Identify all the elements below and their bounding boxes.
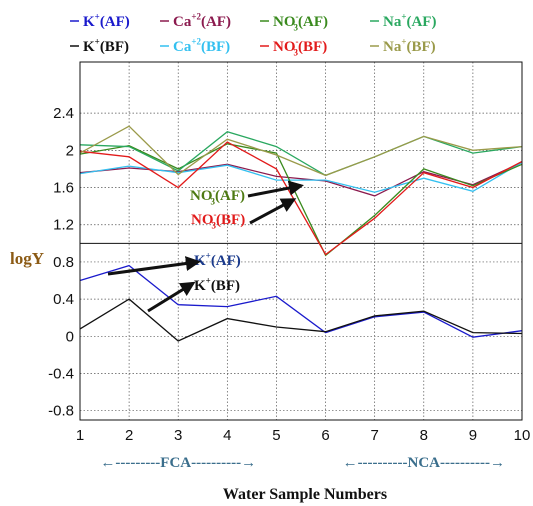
annotation-label-0: NO-3(AF): [190, 186, 245, 207]
annotation-label-1: NO-3(BF): [191, 210, 245, 231]
annotation-label-3: K+(BF): [194, 276, 240, 294]
x-tick-label-0: 1: [76, 427, 84, 444]
series-line-5: [79, 141, 523, 256]
y-tick-label-5: 0.4: [53, 291, 74, 308]
x-tick-label-4: 5: [272, 427, 280, 444]
legend-label-2: Ca+2(AF): [173, 12, 231, 30]
annotation-arrow-0: [247, 180, 304, 198]
x-tick-label-9: 10: [514, 427, 531, 444]
x-tick-label-7: 8: [420, 427, 428, 444]
series-lines: [79, 125, 523, 342]
x-tick-label-8: 9: [469, 427, 477, 444]
grid: [80, 62, 522, 420]
plot-area: [79, 61, 523, 421]
annotation-arrow-2: [107, 256, 201, 276]
y-tick-label-8: -0.8: [48, 403, 74, 420]
legend-label-7: Na+(BF): [383, 37, 436, 55]
x-tick-label-1: 2: [125, 427, 133, 444]
y-tick-label-0: 2.4: [53, 105, 74, 122]
y-tick-label-7: -0.4: [48, 366, 74, 383]
annotation-label-2: K+(AF): [194, 251, 241, 269]
legend-label-6: Na+(AF): [383, 12, 436, 30]
legend: K+(AF) Ca+2(AF) NO-3(AF) Na+(AF) K+(BF) Ca+2(…: [70, 12, 436, 58]
y-tick-label-1: 2: [66, 142, 74, 159]
legend-label-5: NO-3(BF): [273, 37, 327, 58]
x-axis-ticks: 1 2 3 4 5 6 7 8 9 10: [76, 427, 531, 444]
legend-label-3: Ca+2(BF): [173, 37, 230, 55]
series-line-4: [79, 143, 523, 257]
series-line-3: [79, 161, 523, 193]
series-line-1: [79, 298, 523, 342]
series-line-7: [79, 125, 523, 177]
annotation-arrow-3: [147, 281, 196, 313]
region-label-0: ←---------FCA----------→: [100, 455, 256, 471]
x-tick-label-5: 6: [321, 427, 329, 444]
x-tick-label-6: 7: [370, 427, 378, 444]
x-axis-label: Water Sample Numbers: [223, 486, 387, 503]
legend-label-1: K+(BF): [83, 37, 129, 55]
y-tick-label-6: 0: [66, 328, 74, 345]
y-axis-ticks: 2.4 2 1.6 1.2 0.8 0.4 0 -0.4 -0.8: [48, 105, 74, 420]
series-line-6: [79, 130, 523, 177]
y-tick-label-3: 1.2: [53, 217, 74, 234]
plot-frame: [79, 61, 523, 421]
region-label-1: ←----------NCA----------→: [343, 455, 505, 471]
annotation-arrow-1: [249, 198, 297, 225]
legend-label-0: K+(AF): [83, 12, 130, 30]
y-tick-label-4: 0.8: [53, 254, 74, 271]
region-labels: ←---------FCA----------→ ←----------NCA--…: [100, 455, 505, 471]
annotations: NO-3(AF) NO-3(BF) K+(AF) K+(BF): [107, 180, 304, 313]
series-line-0: [79, 264, 523, 338]
legend-label-4: NO-3(AF): [273, 12, 328, 33]
x-tick-label-3: 4: [223, 427, 231, 444]
y-tick-label-2: 1.6: [53, 180, 74, 197]
y-axis-label: logY: [10, 249, 44, 268]
x-tick-label-2: 3: [174, 427, 182, 444]
